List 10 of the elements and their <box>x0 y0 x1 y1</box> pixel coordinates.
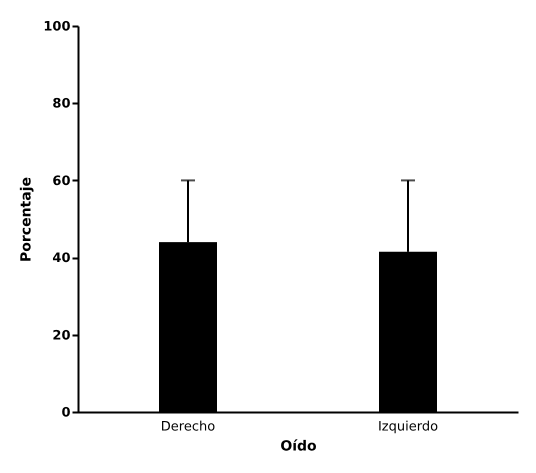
y-tick-label: 0 <box>61 406 70 420</box>
y-tick-label: 20 <box>52 328 70 344</box>
y-tick-label: 40 <box>52 251 70 266</box>
y-tick-label: 80 <box>52 96 70 112</box>
y-tick-label: 100 <box>43 20 70 34</box>
x-tick-label: Derecho <box>160 420 216 434</box>
y-tick-label: 60 <box>52 174 70 189</box>
x-tick-label: Izquierdo <box>378 420 438 434</box>
y-axis-title: Porcentaje <box>18 177 34 262</box>
x-axis-title: Oído <box>280 438 318 454</box>
